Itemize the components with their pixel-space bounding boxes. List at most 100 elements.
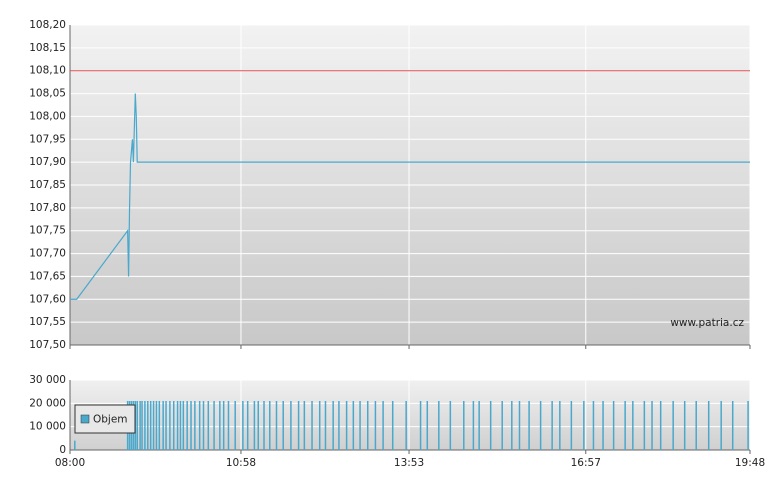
volume-bar	[707, 401, 710, 450]
volume-bar	[297, 401, 300, 450]
volume-bar	[282, 401, 284, 450]
volume-bar	[382, 401, 384, 450]
volume-bar	[136, 401, 138, 450]
volume-bar	[155, 401, 158, 450]
volume-bar	[227, 401, 230, 450]
volume-bar	[149, 401, 152, 450]
volume-bar	[426, 401, 429, 450]
volume-bar	[463, 401, 465, 450]
volume-bar	[253, 401, 256, 450]
volume-bar	[186, 401, 188, 450]
volume-bar	[147, 401, 149, 450]
x-tick-label: 19:48	[735, 457, 765, 469]
y-tick-label: 107,50	[29, 339, 66, 351]
volume-bar	[518, 401, 521, 450]
y-tick-label: 107,65	[29, 270, 66, 282]
legend-label: Objem	[93, 414, 128, 426]
y-tick-label: 107,90	[29, 156, 66, 168]
y-tick-label: 20 000	[29, 397, 66, 409]
volume-bar	[683, 401, 686, 450]
x-tick-label: 16:57	[571, 457, 601, 469]
volume-bar	[570, 401, 573, 450]
y-tick-label: 108,05	[29, 88, 66, 100]
volume-bar	[257, 401, 259, 450]
volume-bar	[242, 401, 244, 450]
volume-bar	[352, 401, 355, 450]
y-tick-label: 107,80	[29, 202, 66, 214]
volume-bar	[345, 401, 348, 450]
y-tick-label: 107,95	[29, 133, 66, 145]
watermark: www.patria.cz	[670, 317, 744, 329]
volume-bar	[207, 401, 210, 450]
volume-bar	[612, 401, 615, 450]
volume-bar	[624, 401, 626, 450]
plot-area	[70, 380, 750, 450]
volume-bar	[478, 401, 480, 450]
y-tick-label: 107,75	[29, 225, 66, 237]
x-tick-label: 13:53	[394, 457, 424, 469]
volume-bar	[332, 401, 334, 450]
y-tick-label: 30 000	[29, 374, 66, 386]
volume-bar	[659, 401, 662, 450]
volume-bar	[213, 401, 215, 450]
y-tick-label: 108,10	[29, 65, 66, 77]
volume-bar	[165, 401, 167, 450]
legend-swatch	[80, 414, 90, 424]
price-line	[70, 93, 750, 300]
y-tick-label: 107,70	[29, 248, 66, 260]
volume-bar	[152, 401, 155, 450]
volume-bar	[202, 401, 205, 450]
volume-bar	[290, 401, 292, 450]
y-tick-label: 0	[59, 444, 66, 456]
volume-bar	[311, 401, 313, 450]
volume-bar	[275, 401, 278, 450]
y-tick-label: 107,55	[29, 316, 66, 328]
volume-bar	[194, 401, 196, 450]
volume-bar	[176, 401, 179, 450]
volume-bar	[366, 401, 369, 450]
volume-bar	[672, 401, 674, 450]
y-tick-label: 108,15	[29, 42, 66, 54]
y-tick-label: 107,85	[29, 179, 66, 191]
volume-bar	[74, 440, 76, 450]
volume-bar	[198, 401, 201, 450]
volume-bar	[246, 401, 249, 450]
volume-bar	[219, 401, 221, 450]
volume-bar	[269, 401, 271, 450]
y-tick-label: 108,00	[29, 110, 66, 122]
volume-bar	[234, 401, 236, 450]
volume-bar	[162, 401, 164, 450]
volume-bar	[720, 401, 722, 450]
volume-bar	[324, 401, 327, 450]
volume-bar	[169, 401, 171, 450]
volume-bar	[318, 401, 321, 450]
volume-bar	[695, 401, 697, 450]
volume-bar	[391, 401, 394, 450]
x-tick-label: 10:58	[226, 457, 256, 469]
y-tick-label: 10 000	[29, 421, 66, 433]
legend-box	[74, 404, 136, 434]
volume-bar	[303, 401, 306, 450]
volume-bar	[338, 401, 340, 450]
volume-bar	[643, 401, 646, 450]
volume-bar	[158, 401, 161, 450]
x-tick-label: 08:00	[55, 457, 85, 469]
volume-bar	[632, 401, 634, 450]
volume-bar	[602, 401, 604, 450]
volume-bar	[179, 401, 182, 450]
volume-bar	[438, 401, 440, 450]
y-tick-label: 107,60	[29, 293, 66, 305]
volume-bar	[405, 401, 407, 450]
volume-bar	[359, 401, 361, 450]
volume-bar	[551, 401, 553, 450]
volume-bar	[222, 401, 225, 450]
volume-bar	[190, 401, 192, 450]
volume-bar	[539, 401, 542, 450]
volume-bar	[559, 401, 561, 450]
y-tick-label: 108,20	[29, 19, 66, 31]
volume-bar	[651, 401, 653, 450]
volume-bar	[592, 401, 595, 450]
volume-bar	[583, 401, 585, 450]
volume-bar	[144, 401, 146, 450]
volume-bar	[263, 401, 265, 450]
